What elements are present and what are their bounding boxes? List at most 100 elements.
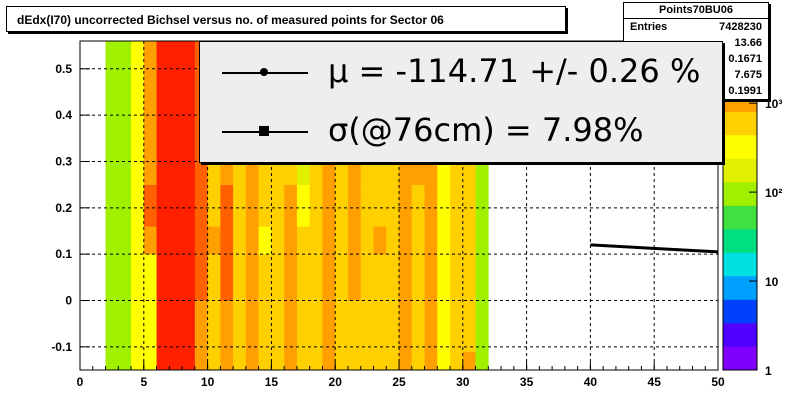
colorbar-band	[723, 323, 757, 347]
heatmap-cell	[233, 254, 247, 301]
heatmap-cell	[156, 184, 170, 227]
stats-row-mean-y: 0.1671	[624, 51, 768, 67]
heatmap-cell	[258, 184, 272, 227]
heatmap-cell	[156, 254, 170, 301]
fit-sigma-text: σ(@76cm) = 7.98%	[328, 111, 644, 149]
heatmap-cell	[169, 254, 183, 301]
heatmap-cell	[220, 226, 234, 255]
heatmap-cell	[399, 351, 413, 371]
heatmap-cell	[271, 161, 285, 185]
heatmap-cell	[411, 351, 425, 371]
stats-value: 0.1671	[728, 53, 762, 65]
heatmap-cell	[233, 351, 247, 371]
x-tick-label: 30	[456, 375, 470, 389]
heatmap-cell	[309, 254, 323, 301]
heatmap-cell	[143, 300, 157, 352]
fit-mu-text: μ = -114.71 +/- 0.26 %	[328, 52, 701, 90]
heatmap-cell	[360, 351, 374, 371]
heatmap-cell	[284, 351, 298, 371]
stats-value: 0.1991	[728, 85, 762, 97]
heatmap-cell	[207, 351, 221, 371]
heatmap-cell	[143, 226, 157, 255]
heatmap-cell	[118, 351, 132, 371]
heatmap-cell	[450, 300, 464, 352]
heatmap-cell	[373, 161, 387, 185]
heatmap-cell	[220, 161, 234, 185]
heatmap-cell	[118, 254, 132, 301]
y-tick-label: 0.1	[55, 247, 72, 261]
stats-name: Points70BU06	[624, 3, 768, 19]
heatmap-cell	[220, 184, 234, 227]
heatmap-cell	[450, 254, 464, 301]
heatmap-cell	[296, 161, 310, 185]
heatmap-cell	[131, 115, 145, 162]
heatmap-cell	[169, 351, 183, 371]
heatmap-cell	[437, 226, 451, 255]
heatmap-cell	[386, 184, 400, 227]
colorbar-band	[723, 205, 757, 230]
heatmap-cell	[386, 161, 400, 185]
heatmap-cell	[131, 254, 145, 301]
heatmap-cell	[245, 161, 259, 185]
heatmap-cell	[105, 184, 119, 227]
fit-legend-mu: μ = -114.71 +/- 0.26 %	[218, 46, 718, 101]
heatmap-cell	[424, 254, 438, 301]
heatmap-cell	[347, 300, 362, 352]
heatmap-cell	[194, 254, 208, 301]
heatmap-cell	[296, 351, 310, 371]
heatmap-cell	[258, 254, 272, 301]
heatmap-cell	[475, 254, 489, 301]
heatmap-cell	[271, 184, 285, 227]
heatmap-cell	[284, 161, 298, 185]
y-tick-label: 0.3	[55, 154, 72, 168]
stats-key: Entries	[630, 21, 668, 33]
heatmap-cell	[194, 351, 208, 371]
heatmap-cell	[437, 161, 451, 185]
heatmap-cell	[462, 254, 476, 301]
heatmap-cell	[347, 184, 362, 227]
heatmap-cell	[424, 226, 438, 255]
heatmap-cell	[360, 226, 374, 255]
heatmap-cell	[386, 226, 400, 255]
colorbar-tick-label: 10	[765, 275, 779, 289]
heatmap-cell	[424, 161, 438, 185]
heatmap-cell	[169, 41, 183, 116]
heatmap-cell	[347, 254, 362, 301]
heatmap-cell	[450, 161, 464, 185]
square-marker-icon	[259, 126, 269, 136]
heatmap-cell	[360, 254, 374, 301]
heatmap-cell	[373, 254, 387, 301]
heatmap-cell	[194, 184, 208, 227]
heatmap-cell	[194, 161, 208, 185]
heatmap-cell	[424, 184, 438, 227]
heatmap-cell	[424, 300, 438, 352]
x-tick-label: 20	[329, 375, 343, 389]
heatmap-cell	[182, 351, 196, 371]
heatmap-cell	[182, 254, 196, 301]
heatmap-cell	[475, 351, 489, 371]
x-tick-label: 50	[711, 375, 725, 389]
heatmap-cell	[373, 351, 387, 371]
fit-legend-box: μ = -114.71 +/- 0.26 % σ(@76cm) = 7.98%	[199, 41, 723, 163]
x-tick-label: 15	[265, 375, 279, 389]
heatmap-cell	[118, 41, 132, 116]
fit-legend-sigma: σ(@76cm) = 7.98%	[218, 105, 718, 160]
heatmap-cell	[169, 184, 183, 227]
colorbar-band	[723, 299, 757, 324]
heatmap-cell	[220, 351, 234, 371]
heatmap-cell	[143, 351, 157, 371]
heatmap-cell	[131, 351, 145, 371]
heatmap-cell	[156, 300, 170, 352]
heatmap-cell	[450, 226, 464, 255]
heatmap-cell	[399, 300, 413, 352]
heatmap-cell	[335, 226, 349, 255]
heatmap-cell	[475, 300, 489, 352]
heatmap-cell	[450, 184, 464, 227]
heatmap-cell	[220, 254, 234, 301]
heatmap-cell	[284, 226, 298, 255]
heatmap-cell	[156, 226, 170, 255]
heatmap-cell	[156, 115, 170, 162]
heatmap-cell	[347, 226, 362, 255]
heatmap-cell	[437, 254, 451, 301]
heatmap-cell	[462, 226, 476, 255]
